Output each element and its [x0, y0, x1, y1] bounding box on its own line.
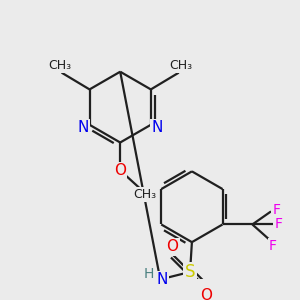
Text: H: H: [144, 267, 154, 281]
Text: O: O: [114, 163, 126, 178]
Text: O: O: [167, 239, 178, 254]
Text: CH₃: CH₃: [48, 59, 71, 72]
Text: CH₃: CH₃: [133, 188, 156, 201]
Text: F: F: [273, 203, 280, 218]
Text: F: F: [274, 218, 282, 232]
Text: O: O: [200, 288, 212, 300]
Text: CH₃: CH₃: [169, 59, 192, 72]
Text: N: N: [152, 120, 163, 135]
Text: N: N: [156, 272, 168, 287]
Text: S: S: [185, 263, 195, 281]
Text: F: F: [269, 239, 277, 253]
Text: N: N: [77, 120, 89, 135]
